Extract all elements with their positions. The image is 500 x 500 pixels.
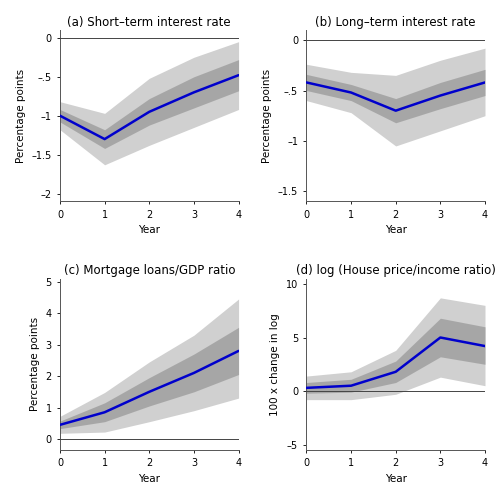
X-axis label: Year: Year xyxy=(384,474,406,484)
Title: (c) Mortgage loans/GDP ratio: (c) Mortgage loans/GDP ratio xyxy=(64,264,235,278)
Y-axis label: Percentage points: Percentage points xyxy=(262,68,272,163)
Title: (d) log (House price/income ratio): (d) log (House price/income ratio) xyxy=(296,264,496,278)
X-axis label: Year: Year xyxy=(384,226,406,235)
Y-axis label: 100 x change in log: 100 x change in log xyxy=(270,313,280,416)
Title: (b) Long–term interest rate: (b) Long–term interest rate xyxy=(316,16,476,29)
Y-axis label: Percentage points: Percentage points xyxy=(30,317,40,412)
Title: (a) Short–term interest rate: (a) Short–term interest rate xyxy=(68,16,231,29)
X-axis label: Year: Year xyxy=(138,226,160,235)
X-axis label: Year: Year xyxy=(138,474,160,484)
Y-axis label: Percentage points: Percentage points xyxy=(16,68,26,163)
